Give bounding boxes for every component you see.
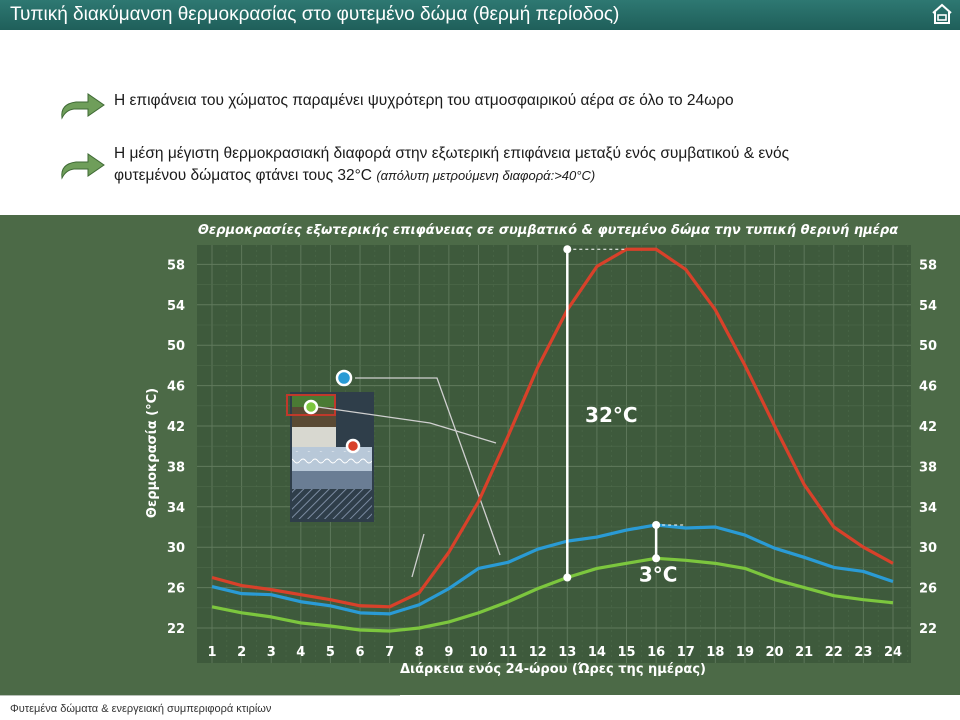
x-axis: 1 2 3 4 5 6 7 8 9 10 11 12 13 14 15 16 17 18 19 20 21 22 23 24: [207, 645, 902, 660]
series-line-conventional: [211, 247, 894, 609]
y-tick-label: 30: [167, 541, 185, 556]
annotation-dot: [563, 245, 572, 254]
x-tick-label: 13: [558, 645, 576, 660]
x-tick-label: 14: [588, 645, 606, 660]
y-tick-label: 50: [919, 339, 937, 354]
x-tick-label: 5: [326, 645, 335, 660]
series-line-air: [211, 523, 894, 616]
air-marker-dot: [335, 369, 353, 387]
x-tick-label: 23: [854, 645, 872, 660]
x-tick-label: 7: [385, 645, 394, 660]
bullet-text: Η επιφάνεια του χώματος παραμένει ψυχρότ…: [114, 90, 734, 112]
y-tick-label: 26: [167, 582, 185, 597]
y-tick-label: 22: [167, 622, 185, 637]
y-tick-label: 34: [919, 501, 937, 516]
x-tick-label: 15: [617, 645, 635, 660]
x-tick-label: 22: [825, 645, 843, 660]
green-roof-marker-dot: [303, 399, 319, 415]
x-tick-label: 16: [647, 645, 665, 660]
y-axis-right: 22 26 30 34 38 42 46 50 54 58: [919, 258, 937, 637]
y-tick-label: 50: [167, 339, 185, 354]
y-tick-label: 38: [167, 460, 185, 475]
chart-title: Θερμοκρασίες εξωτερικής επιφάνειας σε συ…: [198, 223, 898, 238]
x-tick-label: 4: [296, 645, 305, 660]
y-tick-label: 22: [919, 622, 937, 637]
bullet-text: Η μέση μέγιστη θερμοκρασιακή διαφορά στη…: [114, 143, 789, 187]
x-tick-label: 21: [795, 645, 813, 660]
x-axis-title: Διάρκεια ενός 24-ώρου (Ώρες της ημέρας): [400, 662, 706, 677]
home-icon[interactable]: [930, 2, 954, 26]
annotation-dot: [652, 554, 661, 563]
x-tick-label: 19: [736, 645, 754, 660]
annotation-label: 32°C: [585, 403, 638, 427]
annotation-dot: [563, 573, 572, 582]
bullet-line: Η μέση μέγιστη θερμοκρασιακή διαφορά στη…: [114, 145, 790, 162]
y-tick-label: 46: [919, 380, 937, 395]
y-tick-label: 38: [919, 460, 937, 475]
series-line-green_roof: [211, 556, 894, 633]
conventional-marker-dot: [345, 438, 361, 454]
x-tick-label: 24: [884, 645, 902, 660]
x-tick-label: 1: [207, 645, 216, 660]
y-tick-label: 54: [167, 299, 185, 314]
y-tick-label: 54: [919, 299, 937, 314]
bullet-arrow-icon: [61, 153, 105, 180]
series-lines: [211, 247, 894, 633]
bullet-line-2: φυτεμένου δώματος φτάνει τους 32°C (απόλ…: [114, 165, 789, 187]
y-tick-label: 34: [167, 501, 185, 516]
annotation-label: 3°C: [639, 563, 678, 587]
y-tick-label: 46: [167, 380, 185, 395]
bullet-arrow-icon: [61, 93, 105, 120]
roof-section-illustration: [286, 392, 374, 522]
y-tick-label: 42: [167, 420, 185, 435]
y-tick-label: 30: [919, 541, 937, 556]
x-tick-label: 2: [237, 645, 246, 660]
bullet-line: Η επιφάνεια του χώματος παραμένει ψυχρότ…: [114, 92, 734, 109]
y-tick-label: 26: [919, 582, 937, 597]
annotation-dot: [652, 520, 661, 529]
annotations: 32°C 3°C: [563, 245, 686, 587]
y-axis-left: 22 26 30 34 38 42 46 50 54 58: [167, 258, 185, 637]
x-tick-label: 12: [529, 645, 547, 660]
x-tick-label: 3: [267, 645, 276, 660]
y-tick-label: 58: [919, 258, 937, 273]
y-axis-title: Θερμοκρασία (°C): [145, 388, 160, 518]
footer-divider: [0, 695, 400, 696]
footer-text: Φυτεμένα δώματα & ενεργειακή συμπεριφορά…: [10, 703, 272, 715]
x-tick-label: 9: [444, 645, 453, 660]
pointer-lines: [317, 377, 501, 578]
x-tick-label: 18: [706, 645, 724, 660]
x-tick-label: 10: [469, 645, 487, 660]
x-tick-label: 20: [766, 645, 784, 660]
bullet-line-note: (απόλυτη μετρούμενη διαφορά:>40°C): [376, 168, 596, 183]
page-title: Τυπική διακύμανση θερμοκρασίας στο φυτεμ…: [10, 4, 620, 25]
bullet-line-main: φυτεμένου δώματος φτάνει τους 32°C: [114, 167, 372, 184]
y-tick-label: 42: [919, 420, 937, 435]
x-tick-label: 17: [677, 645, 695, 660]
x-tick-label: 8: [415, 645, 424, 660]
x-tick-label: 11: [499, 645, 517, 660]
title-bar: Τυπική διακύμανση θερμοκρασίας στο φυτεμ…: [0, 0, 960, 30]
x-tick-label: 6: [356, 645, 365, 660]
y-tick-label: 58: [167, 258, 185, 273]
